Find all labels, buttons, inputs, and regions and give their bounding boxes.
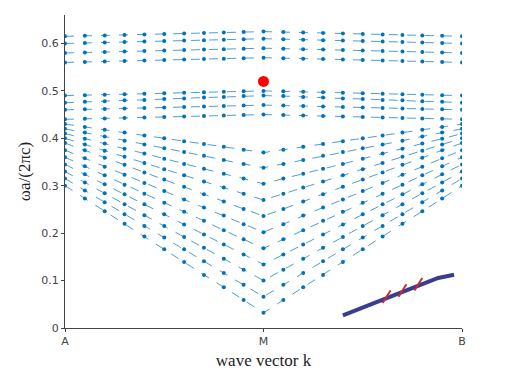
svg-text:0.4: 0.4: [41, 132, 59, 145]
svg-text:0: 0: [52, 322, 59, 335]
svg-text:0.2: 0.2: [41, 227, 59, 240]
svg-text:0.1: 0.1: [41, 274, 59, 287]
svg-text:0.5: 0.5: [41, 85, 59, 98]
svg-text:0.3: 0.3: [41, 180, 59, 193]
svg-text:B: B: [458, 335, 466, 348]
svg-text:ωa/(2πc): ωa/(2πc): [15, 142, 34, 201]
svg-text:wave vector k: wave vector k: [216, 351, 312, 370]
svg-text:A: A: [61, 335, 69, 348]
svg-text:0.6: 0.6: [41, 37, 59, 50]
svg-text:M: M: [259, 335, 269, 348]
